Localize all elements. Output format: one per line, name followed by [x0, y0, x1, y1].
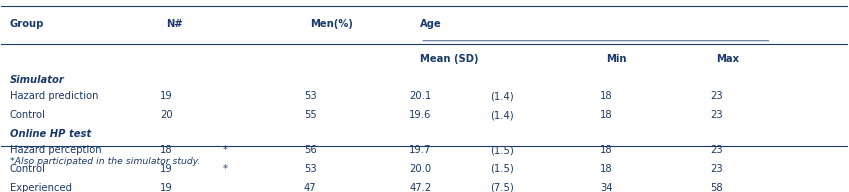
Text: 19: 19	[160, 164, 173, 174]
Text: Men(%): Men(%)	[310, 19, 353, 29]
Text: 18: 18	[600, 91, 613, 101]
Text: (1.4): (1.4)	[491, 110, 514, 120]
Text: 19: 19	[160, 91, 173, 101]
Text: 20: 20	[160, 110, 172, 120]
Text: 23: 23	[710, 164, 722, 174]
Text: 18: 18	[160, 145, 172, 155]
Text: (7.5): (7.5)	[491, 183, 514, 192]
Text: Min: Min	[606, 54, 627, 64]
Text: 23: 23	[710, 145, 722, 155]
Text: 18: 18	[600, 145, 613, 155]
Text: Control: Control	[10, 164, 46, 174]
Text: *Also participated in the simulator study.: *Also participated in the simulator stud…	[10, 157, 200, 166]
Text: 19.6: 19.6	[409, 110, 431, 120]
Text: (1.5): (1.5)	[491, 145, 514, 155]
Text: 20.1: 20.1	[409, 91, 431, 101]
Text: 18: 18	[600, 110, 613, 120]
Text: 55: 55	[304, 110, 317, 120]
Text: *: *	[223, 145, 228, 155]
Text: 53: 53	[304, 164, 317, 174]
Text: 58: 58	[710, 183, 722, 192]
Text: Simulator: Simulator	[10, 75, 65, 85]
Text: 18: 18	[600, 164, 613, 174]
Text: Mean (SD): Mean (SD)	[420, 54, 479, 64]
Text: Experienced: Experienced	[10, 183, 72, 192]
Text: N#: N#	[166, 19, 183, 29]
Text: 47.2: 47.2	[409, 183, 431, 192]
Text: 56: 56	[304, 145, 317, 155]
Text: 23: 23	[710, 110, 722, 120]
Text: 19: 19	[160, 183, 173, 192]
Text: Hazard prediction: Hazard prediction	[10, 91, 98, 101]
Text: Max: Max	[717, 54, 739, 64]
Text: 23: 23	[710, 91, 722, 101]
Text: Group: Group	[10, 19, 44, 29]
Text: 34: 34	[600, 183, 613, 192]
Text: 20.0: 20.0	[409, 164, 431, 174]
Text: Online HP test: Online HP test	[10, 129, 91, 139]
Text: (1.4): (1.4)	[491, 91, 514, 101]
Text: Hazard perception: Hazard perception	[10, 145, 102, 155]
Text: 53: 53	[304, 91, 317, 101]
Text: 19.7: 19.7	[409, 145, 431, 155]
Text: (1.5): (1.5)	[491, 164, 514, 174]
Text: Age: Age	[420, 19, 442, 29]
Text: Control: Control	[10, 110, 46, 120]
Text: 47: 47	[304, 183, 317, 192]
Text: *: *	[223, 164, 228, 174]
